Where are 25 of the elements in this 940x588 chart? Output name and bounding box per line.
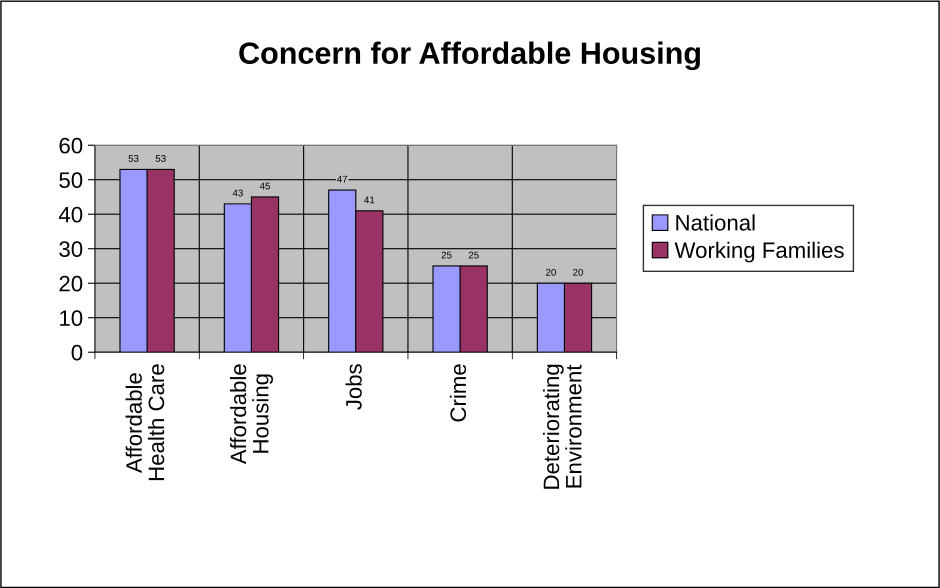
data-label: 20 [546,268,556,276]
x-tick-label: Affordable Housing [230,364,273,464]
data-label: 25 [468,252,479,258]
x-tick-label: Crime [450,364,466,422]
y-tick-label: 60 [60,138,82,154]
data-label: 45 [260,182,270,190]
y-tick-label: 20 [60,276,82,292]
data-label: 53 [156,155,166,162]
y-tick-label: 10 [60,310,82,326]
y-tick-label: 30 [59,241,82,257]
x-tick-label: Deteriorating Environment [542,364,582,489]
data-label: 41 [364,196,374,204]
y-tick-label: 50 [59,172,82,188]
data-label: 25 [442,252,452,258]
y-tick-label: 40 [58,206,82,222]
chart-title: Concern for Affordable Housing [239,42,700,70]
data-label: 53 [128,155,139,162]
data-label: 20 [573,268,584,276]
y-tick-label: 0 [72,344,82,360]
legend-label: Working Families [674,242,844,262]
legend-label: National [676,214,755,231]
data-label: 43 [232,190,243,196]
x-tick-label: Jobs [345,364,362,410]
x-tick-label: Affordable Health Care [126,364,164,480]
data-label: 47 [337,176,348,183]
